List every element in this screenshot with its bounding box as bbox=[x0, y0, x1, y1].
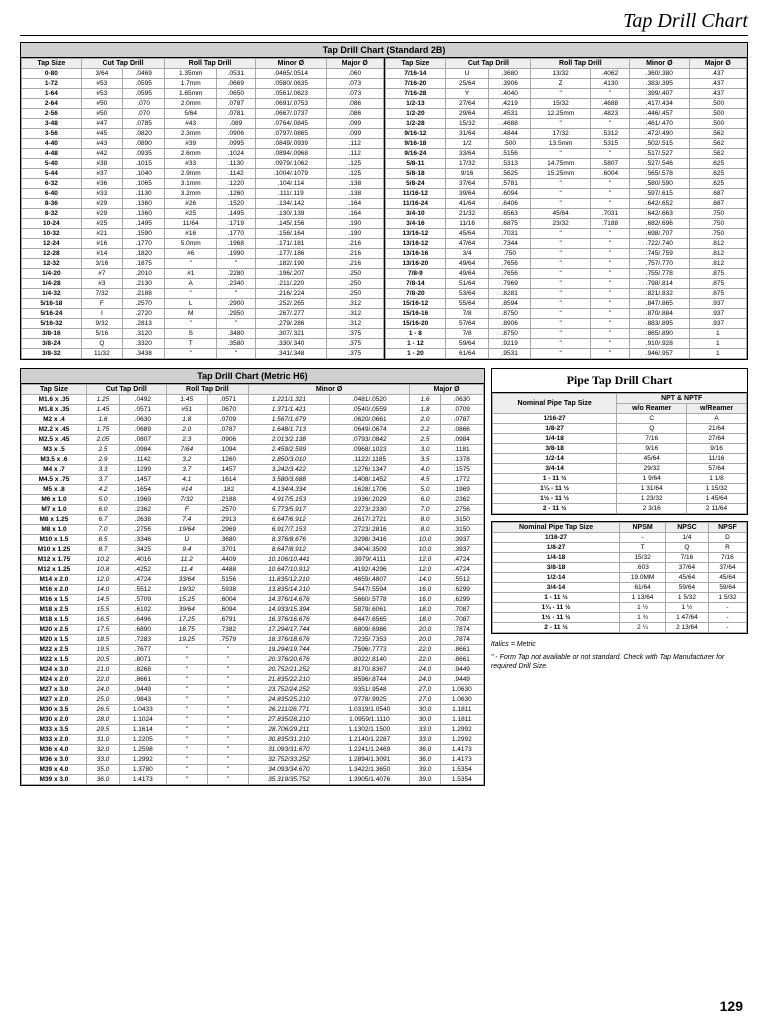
metric-header: Tap Drill Chart (Metric H6) bbox=[21, 369, 484, 384]
metric-chart: Tap Drill Chart (Metric H6) Tap SizeCut … bbox=[20, 368, 485, 786]
pipe-table-1: Nominal Pipe Tap SizeNPT & NPTFw/o Reame… bbox=[492, 393, 747, 514]
standard-chart: Tap Drill Chart (Standard 2B) Tap SizeCu… bbox=[20, 42, 748, 360]
standard-right-table: Tap SizeCut Tap DrillRoll Tap DrillMinor… bbox=[385, 58, 748, 359]
footnote-italic: Italics = Metric bbox=[491, 640, 748, 649]
footnote: " - Form Tap not available or not standa… bbox=[491, 653, 748, 671]
pipe-charts: Pipe Tap Drill Chart Nominal Pipe Tap Si… bbox=[491, 368, 748, 786]
pipe-table-2: Nominal Pipe Tap SizeNPSMNPSCNPSF1/16-27… bbox=[492, 522, 747, 633]
standard-header: Tap Drill Chart (Standard 2B) bbox=[21, 43, 747, 58]
page-number: 129 bbox=[720, 998, 743, 1014]
metric-table: Tap SizeCut Tap DrillRoll Tap DrillMinor… bbox=[21, 384, 484, 785]
page-title: Tap Drill Chart bbox=[20, 10, 748, 36]
pipe-title: Pipe Tap Drill Chart bbox=[492, 369, 747, 393]
standard-left-table: Tap SizeCut Tap DrillRoll Tap DrillMinor… bbox=[21, 58, 384, 359]
